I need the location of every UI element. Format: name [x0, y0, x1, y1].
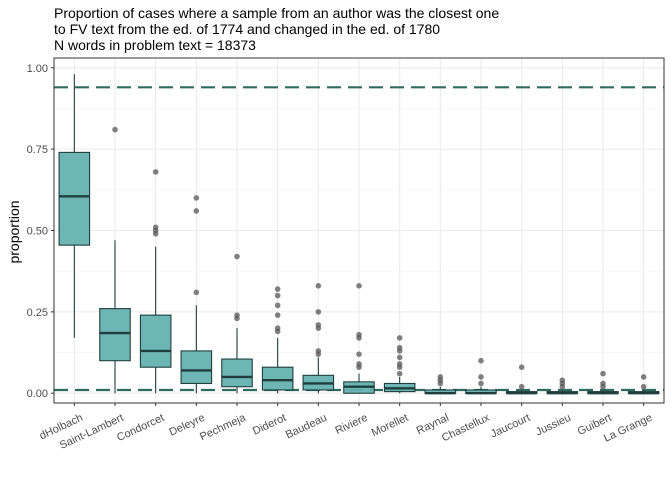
box-raynal [424, 374, 457, 395]
outlier-point [152, 224, 159, 231]
box-jussieu [546, 377, 579, 395]
outlier-point [478, 374, 484, 380]
outlier-point [640, 374, 647, 380]
box-saint-lambert [99, 126, 131, 394]
iqr-box [58, 151, 91, 246]
outlier-point [274, 302, 281, 309]
x-tick-label: Diderot [251, 412, 288, 438]
outlier-point [559, 377, 566, 384]
y-tick-label: 0.00 [27, 388, 48, 400]
outlier-point [274, 286, 281, 292]
box-morellet [383, 335, 416, 394]
x-tick-label: Jaucourt [489, 412, 532, 441]
outlier-point [274, 325, 281, 331]
outlier-point [152, 169, 159, 175]
outlier-point [478, 380, 484, 387]
y-tick-label: 0.25 [27, 307, 48, 319]
outlier-point [396, 335, 403, 341]
outlier-point [315, 322, 322, 328]
outlier-point [478, 357, 484, 364]
outlier-point [274, 312, 281, 318]
outlier-point [193, 208, 200, 214]
outlier-point [193, 289, 200, 296]
box-guibert [587, 370, 619, 395]
outlier-point [396, 354, 403, 361]
x-tick-label: Jussieu [534, 412, 573, 439]
x-tick-label: Riviere [333, 412, 369, 437]
box-diderot [261, 286, 294, 394]
iqr-box [139, 314, 172, 368]
outlier-point [315, 348, 322, 354]
outlier-point [396, 344, 403, 351]
y-tick-label: 0.75 [27, 144, 48, 156]
y-tick-label: 0.50 [27, 226, 48, 238]
box-chastellux [465, 357, 497, 395]
y-axis-ticks: 0.00 0.25 0.50 0.75 1.00 [27, 63, 54, 400]
x-tick-label: Pechmeja [198, 411, 248, 443]
y-tick-label: 1.00 [27, 63, 48, 75]
iqr-box [99, 308, 131, 362]
outlier-point [640, 383, 647, 390]
x-tick-label: Condorcet [115, 412, 166, 444]
outlier-point [315, 283, 322, 289]
box-baudeau [302, 283, 335, 394]
outlier-point [396, 370, 403, 377]
y-axis-label: proportion [6, 200, 22, 263]
boxes [58, 74, 660, 395]
outlier-point [112, 126, 118, 133]
outlier-point [315, 309, 322, 315]
outlier-point [600, 380, 606, 387]
outlier-point [356, 361, 362, 367]
box-deleyre [180, 195, 213, 394]
outlier-point [396, 361, 403, 367]
outlier-point [437, 374, 444, 380]
outlier-point [234, 312, 240, 318]
outlier-point [274, 292, 281, 299]
x-tick-label: Baudeau [284, 412, 329, 441]
outlier-point [356, 351, 362, 357]
outlier-point [193, 195, 200, 201]
chart-subtitle: N words in problem text = 18373 [54, 37, 256, 53]
box-condorcet [139, 169, 172, 394]
outlier-point [356, 331, 362, 338]
x-tick-label: Morellet [370, 412, 411, 439]
chart-title-line-2: to FV text from the ed. of 1774 and chan… [54, 21, 440, 37]
outlier-point [234, 253, 240, 260]
box-pechmeja [221, 253, 253, 394]
box-dholbach [58, 74, 91, 338]
iqr-box [261, 366, 294, 391]
box-riviere [343, 283, 375, 394]
chart-title-line-1: Proportion of cases where a sample from … [54, 5, 499, 21]
outlier-point [518, 364, 525, 370]
outlier-point [518, 383, 525, 390]
outlier-point [600, 370, 606, 377]
iqr-box [221, 358, 253, 388]
box-la-grange [627, 374, 660, 395]
box-jaucourt [505, 364, 538, 395]
outlier-point [356, 283, 362, 289]
iqr-box [180, 350, 213, 385]
